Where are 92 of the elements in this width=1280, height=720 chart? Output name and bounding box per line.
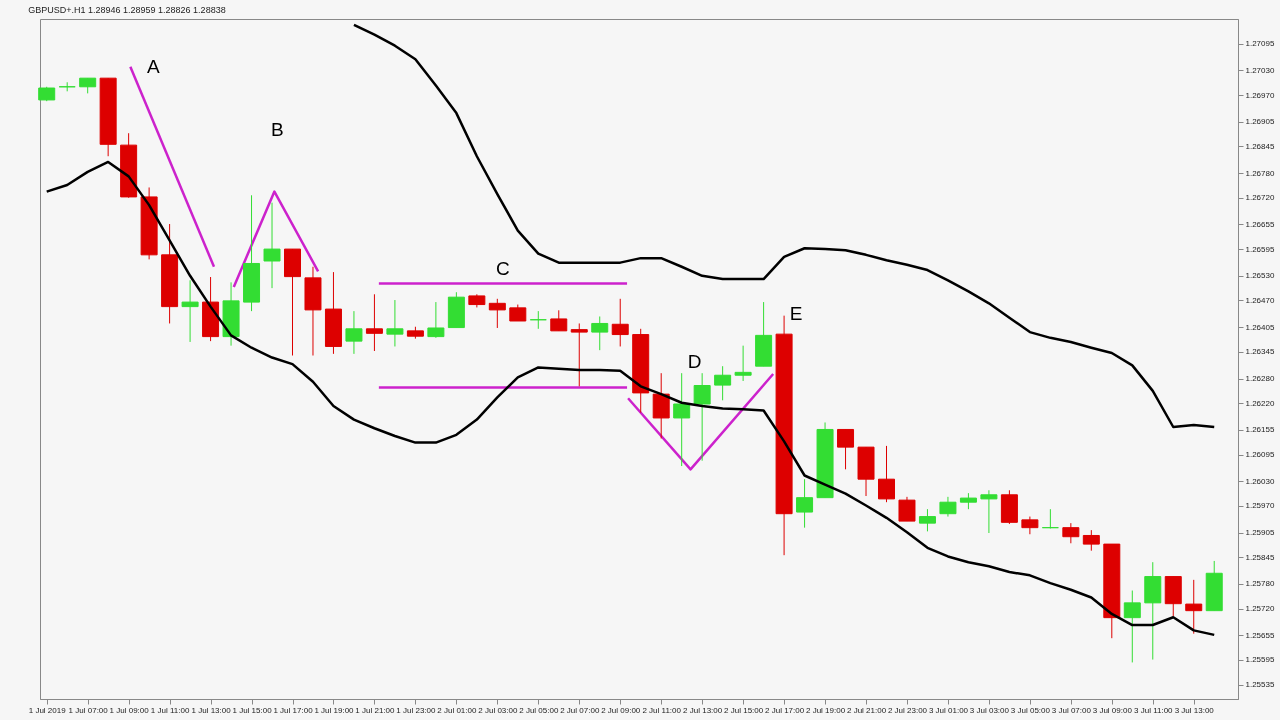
y-tick-label: 1.26030 xyxy=(1245,476,1275,486)
annotation: E xyxy=(789,303,803,324)
x-tick-label: 3 Jul 01:00 xyxy=(928,705,969,715)
y-tick-label: 1.26530 xyxy=(1245,271,1275,281)
x-tick-label: 2 Jul 17:00 xyxy=(765,705,805,715)
y-tick-label: 1.25780 xyxy=(1245,579,1275,589)
annotation: C xyxy=(496,257,510,279)
y-tick-label: 1.25905 xyxy=(1245,528,1275,538)
y-tick-label: 1.26780 xyxy=(1245,168,1275,178)
x-tick-label: 2 Jul 19:00 xyxy=(805,705,846,715)
x-tick-label: 1 Jul 07:00 xyxy=(68,705,109,715)
x-tick-label: 3 Jul 05:00 xyxy=(1010,705,1051,715)
x-tick-label: 1 Jul 2019 xyxy=(28,705,67,715)
x-tick-label: 1 Jul 09:00 xyxy=(109,705,150,715)
candlestick xyxy=(918,508,936,532)
candlestick xyxy=(550,309,568,332)
x-tick-label: 2 Jul 13:00 xyxy=(683,705,723,715)
candlestick xyxy=(365,293,383,352)
candlestick xyxy=(714,365,732,401)
candlestick xyxy=(837,428,855,470)
annotation: A xyxy=(147,55,160,77)
annotation: D xyxy=(687,351,702,373)
candlestick xyxy=(652,372,670,439)
y-tick-label: 1.26470 xyxy=(1245,295,1275,305)
y-tick-label: 1.26405 xyxy=(1245,322,1275,332)
x-tick-label: 2 Jul 03:00 xyxy=(478,705,518,715)
y-tick-label: 1.25970 xyxy=(1245,501,1275,511)
y-tick-label: 1.26280 xyxy=(1245,374,1275,384)
candlestick xyxy=(693,372,711,462)
x-tick-label: 2 Jul 21:00 xyxy=(846,705,887,715)
candlestick xyxy=(673,372,691,467)
x-tick-label: 2 Jul 23:00 xyxy=(887,705,928,715)
y-tick-label: 1.25655 xyxy=(1245,630,1275,640)
y-tick-label: 1.26155 xyxy=(1245,425,1275,435)
y-tick-label: 1.25595 xyxy=(1245,655,1275,665)
candlestick xyxy=(181,279,199,343)
candlestick xyxy=(345,310,363,355)
y-tick-label: 1.27095 xyxy=(1245,39,1275,49)
x-tick-label: 3 Jul 07:00 xyxy=(1051,705,1092,715)
candlestick xyxy=(1041,508,1059,529)
y-tick-label: 1.26970 xyxy=(1245,90,1275,100)
x-tick-label: 2 Jul 09:00 xyxy=(601,705,641,715)
candlestick xyxy=(898,496,916,522)
x-tick-label: 2 Jul 07:00 xyxy=(560,705,600,715)
candlestick xyxy=(939,496,957,518)
candlestick xyxy=(734,345,752,382)
y-tick-label: 1.26095 xyxy=(1245,450,1275,460)
x-tick-label: 1 Jul 17:00 xyxy=(273,705,314,715)
x-tick-label: 2 Jul 15:00 xyxy=(724,705,764,715)
candlestick xyxy=(878,445,895,503)
x-tick-label: 3 Jul 09:00 xyxy=(1092,705,1133,715)
line-series xyxy=(45,160,1216,637)
candlestick xyxy=(1185,579,1203,635)
candlestick xyxy=(1082,529,1100,552)
x-tick-label: 2 Jul 01:00 xyxy=(437,705,477,715)
candlestick xyxy=(488,298,506,329)
candlestick xyxy=(1123,590,1141,663)
candlestick xyxy=(570,322,588,387)
candlestick xyxy=(611,298,629,347)
annotation: B xyxy=(271,118,284,140)
x-tick-label: 2 Jul 05:00 xyxy=(519,705,559,715)
x-tick-label: 3 Jul 11:00 xyxy=(1134,705,1174,715)
x-tick-label: 1 Jul 21:00 xyxy=(355,705,396,715)
candlestick xyxy=(796,478,814,529)
chart-title: GBPUSD+.H1 1.28946 1.28959 1.28826 1.28838 xyxy=(28,5,226,15)
y-tick-label: 1.25845 xyxy=(1245,552,1275,562)
y-tick-label: 1.25535 xyxy=(1245,680,1275,690)
candlestick xyxy=(1062,522,1080,544)
x-tick-label: 1 Jul 11:00 xyxy=(150,705,190,715)
y-tick-label: 1.25720 xyxy=(1245,604,1275,614)
y-tick-label: 1.26595 xyxy=(1245,244,1275,254)
x-tick-label: 3 Jul 13:00 xyxy=(1174,705,1215,715)
y-tick-label: 1.26220 xyxy=(1245,398,1275,408)
x-tick-label: 1 Jul 13:00 xyxy=(191,705,232,715)
x-tick-label: 2 Jul 11:00 xyxy=(642,705,682,715)
x-tick-label: 1 Jul 23:00 xyxy=(396,705,437,715)
y-tick-label: 1.26655 xyxy=(1245,219,1275,229)
x-tick-label: 1 Jul 19:00 xyxy=(314,705,355,715)
candlestick xyxy=(980,489,998,534)
candlestick xyxy=(263,202,281,289)
y-tick-label: 1.26345 xyxy=(1245,347,1275,357)
y-tick-label: 1.26845 xyxy=(1245,141,1275,151)
candlestick xyxy=(386,299,404,347)
y-tick-label: 1.27030 xyxy=(1245,65,1275,75)
line-series xyxy=(352,23,1216,429)
x-tick-label: 1 Jul 15:00 xyxy=(232,705,273,715)
candlestick xyxy=(529,310,547,330)
y-tick-label: 1.26905 xyxy=(1245,117,1275,127)
x-tick-label: 3 Jul 03:00 xyxy=(969,705,1010,715)
candlestick xyxy=(427,301,445,339)
candlestick xyxy=(591,315,609,351)
y-tick-label: 1.26720 xyxy=(1245,193,1275,203)
